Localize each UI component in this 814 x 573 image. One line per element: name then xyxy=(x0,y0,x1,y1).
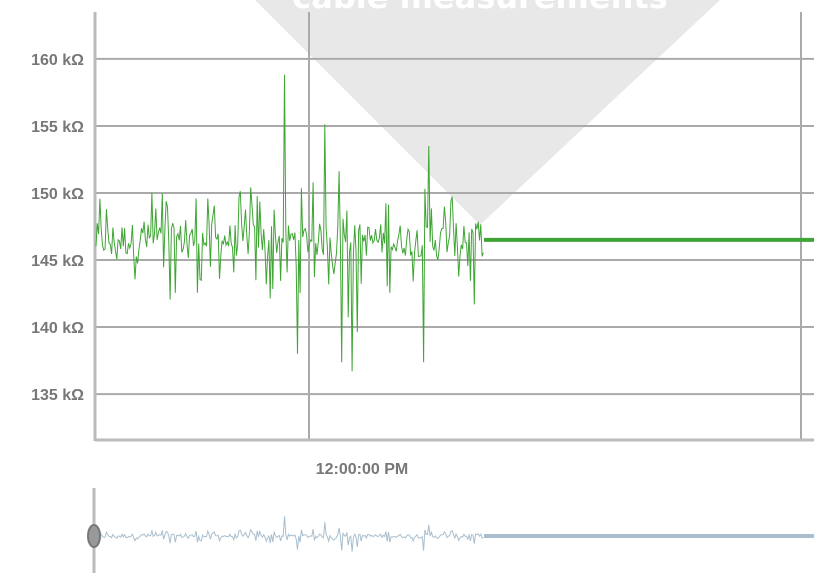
y-tick-label: 150 kΩ xyxy=(31,186,84,203)
y-axis-labels: 160 kΩ 155 kΩ 150 kΩ 145 kΩ 140 kΩ 135 kΩ xyxy=(31,52,84,404)
navigator-handle[interactable] xyxy=(87,524,101,548)
grid xyxy=(95,57,814,396)
series-main xyxy=(95,74,484,372)
watermark-shape xyxy=(255,0,720,225)
navigator-line xyxy=(95,516,484,552)
y-tick-label: 145 kΩ xyxy=(31,253,84,270)
y-tick-label: 155 kΩ xyxy=(31,119,84,136)
y-tick-label: 160 kΩ xyxy=(31,52,84,69)
y-tick-label: 140 kΩ xyxy=(31,320,84,337)
navigator-series xyxy=(95,516,484,552)
chart-title: cable measurements xyxy=(292,0,667,16)
series-line xyxy=(95,74,484,372)
y-tick-label: 135 kΩ xyxy=(31,387,84,404)
x-tick-label: 12:00:00 PM xyxy=(316,461,409,478)
